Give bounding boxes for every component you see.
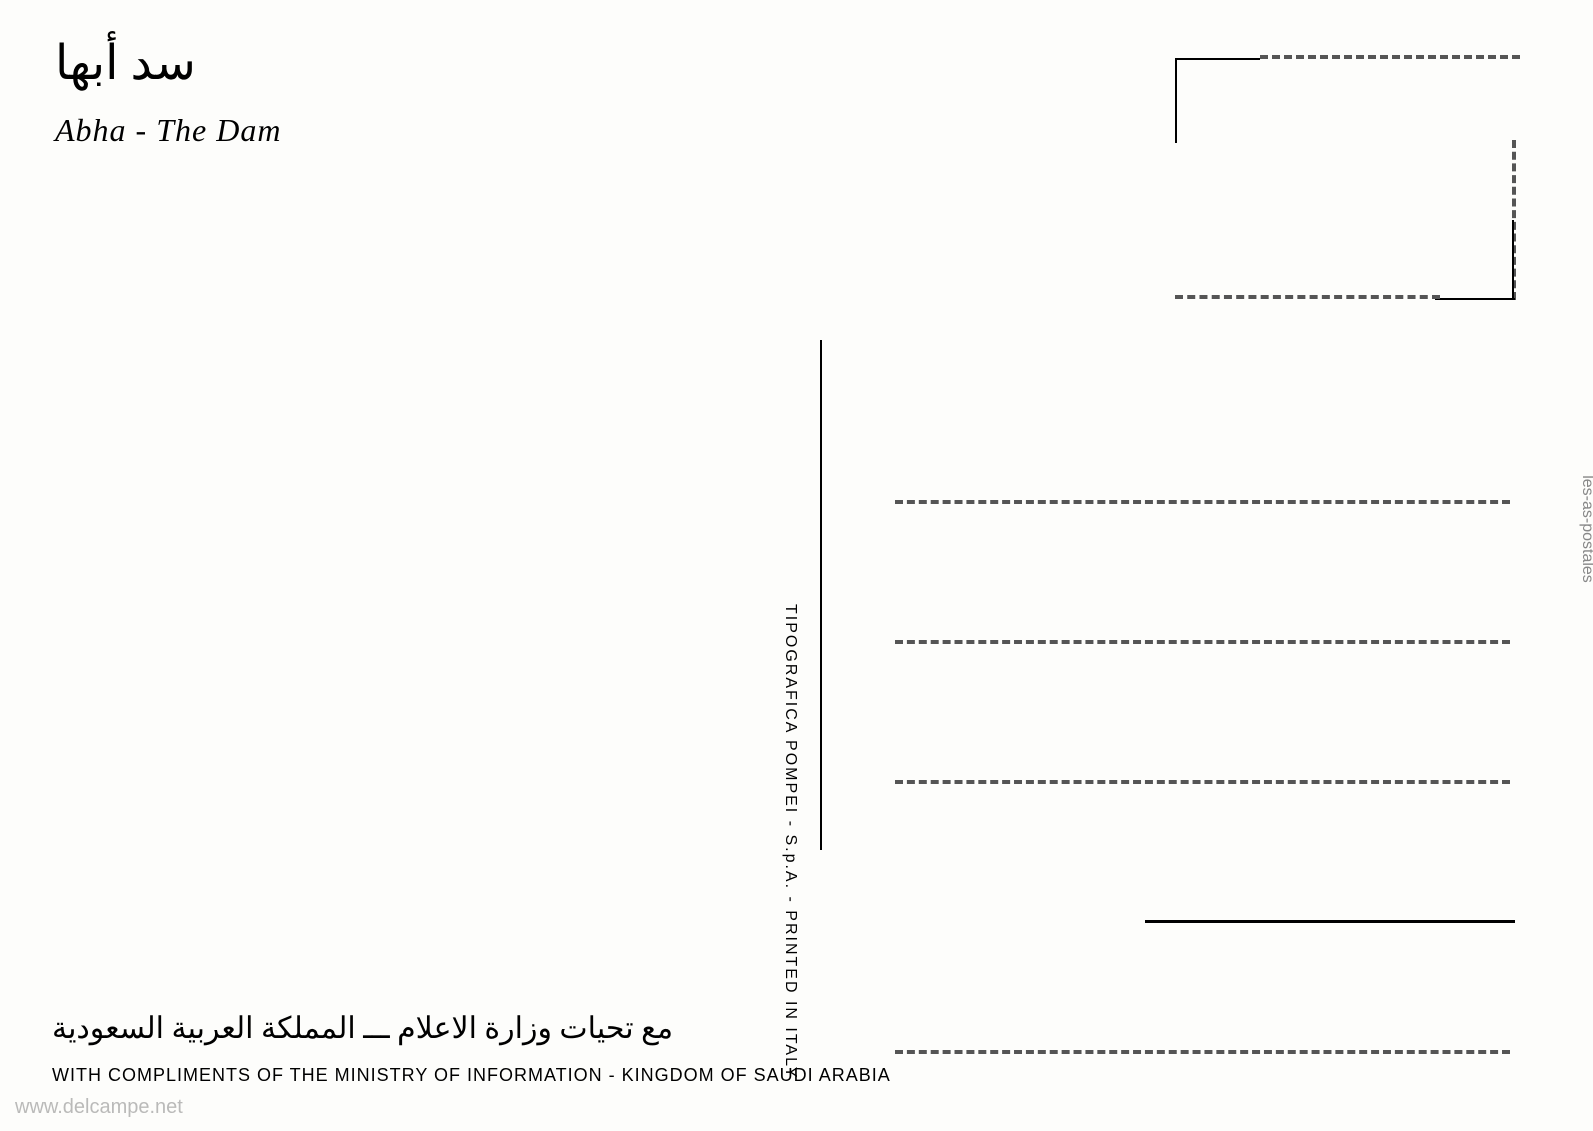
- address-line-4: [895, 1050, 1510, 1054]
- stamp-corner-br-vertical: [1512, 220, 1514, 300]
- english-title: Abha - The Dam: [55, 112, 281, 149]
- watermark-seller: les-as-postales: [1578, 475, 1593, 583]
- center-divider: [820, 340, 822, 850]
- watermark-main: www.delcampe.net: [15, 1096, 183, 1119]
- english-footer: WITH COMPLIMENTS OF THE MINISTRY OF INFO…: [52, 1065, 891, 1086]
- publisher-text: TIPOGRAFICA POMPEI - S.p.A. - PRINTED IN…: [781, 604, 799, 1079]
- stamp-corner-tl-horizontal: [1175, 58, 1260, 60]
- address-solid-line: [1145, 920, 1515, 923]
- stamp-dashed-bottom: [1175, 295, 1440, 299]
- stamp-dashed-top: [1260, 55, 1520, 59]
- stamp-corner-br-horizontal: [1435, 298, 1515, 300]
- arabic-title: سد أبها: [55, 35, 196, 91]
- address-line-2: [895, 640, 1510, 644]
- arabic-footer: مع تحيات وزارة الاعلام ـــ المملكة العرب…: [52, 1011, 673, 1046]
- address-line-3: [895, 780, 1510, 784]
- stamp-corner-tl-vertical: [1175, 58, 1177, 143]
- address-line-1: [895, 500, 1510, 504]
